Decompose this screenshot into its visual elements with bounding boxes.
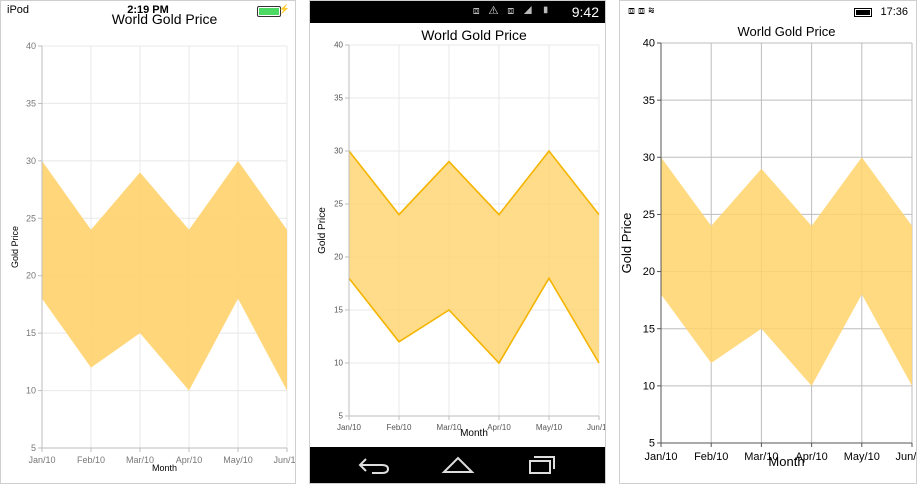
y-tick-label: 15 [26,328,36,338]
y-axis-title: Gold Price [10,226,20,268]
ios-status-bar: iPod 2:19 PM ⚡ [1,1,295,19]
recents-icon[interactable] [529,456,555,474]
y-tick-label: 30 [643,152,655,164]
carrier-label: iPod [7,4,30,16]
x-axis-title: Month [768,454,804,469]
x-tick-label: Jan/10 [28,455,55,465]
x-axis-title: Month [460,428,488,439]
y-tick-label: 5 [339,412,344,421]
chart-title: World Gold Price [112,11,218,27]
range-area [42,160,287,391]
y-tick-label: 15 [643,323,655,335]
range-area [661,157,912,386]
y-tick-label: 40 [334,41,343,50]
range-area [349,151,599,363]
y-tick-label: 30 [334,147,343,156]
home-icon[interactable] [441,456,475,473]
x-tick-label: Feb/10 [77,455,105,465]
status-time: 2:19 PM [127,4,169,16]
x-tick-label: May/10 [844,451,880,463]
charging-icon: ⚡ [278,4,290,14]
x-tick-label: Mar/10 [437,423,462,432]
x-tick-label: Feb/10 [694,451,728,463]
x-tick-label: Apr/10 [487,423,511,432]
y-tick-label: 20 [643,266,655,278]
y-tick-label: 10 [334,359,343,368]
windows-phone-frame: ⧈ ⧈ ≋ 17:36 5 10 15 20 25 30 35 40 Jan/10 Feb/10 M… [619,0,917,484]
y-tick-label: 10 [26,386,36,396]
x-tick-label: Jun/10 [273,455,296,465]
x-tick-label: Apr/10 [795,451,827,463]
x-tick-label: Feb/10 [387,423,412,432]
x-tick-label: May/10 [223,455,253,465]
y-tick-label: 30 [26,156,36,166]
x-tick-label: Jan/10 [644,451,677,463]
y-tick-label: 40 [643,38,655,50]
x-tick-label: May/10 [536,423,563,432]
y-tick-label: 25 [334,200,343,209]
y-tick-label: 20 [334,253,343,262]
x-axis-title: Month [152,463,177,473]
y-tick-label: 40 [26,41,36,51]
battery-icon [257,6,281,17]
windows-status-bar: ⧈ ⧈ ≋ 17:36 [620,1,916,23]
y-tick-label: 35 [643,95,655,107]
battery-icon [854,8,872,17]
y-tick-label: 25 [26,213,36,223]
android-nav-bar [310,447,605,483]
x-tick-label: Jan/10 [337,423,362,432]
x-tick-label: Jun/10 [587,423,606,432]
y-axis-title: Gold Price [317,207,328,254]
chart-title: World Gold Price [421,27,527,43]
y-tick-label: 5 [649,438,655,450]
status-time: 17:36 [880,6,908,18]
area-high-edge [348,149,600,216]
y-tick-label: 35 [26,98,36,108]
android-phone-frame: ⧈ ⚠ ⧈ ◢ ▮ 9:42 5 10 15 20 25 30 35 40 Jan/10 Feb/… [309,0,606,484]
x-tick-label: Mar/10 [744,451,778,463]
back-icon[interactable] [358,458,390,474]
y-tick-label: 20 [26,271,36,281]
x-tick-label: Mar/10 [126,455,154,465]
x-tick-label: Jun/10 [895,451,917,463]
y-tick-label: 10 [643,381,655,393]
y-axis-title: Gold Price [620,213,634,274]
y-tick-label: 25 [643,209,655,221]
x-tick-label: Apr/10 [176,455,203,465]
android-status-bar: ⧈ ⚠ ⧈ ◢ ▮ 9:42 [310,1,605,23]
y-tick-label: 15 [334,306,343,315]
y-tick-label: 5 [31,443,36,453]
status-icons: ⧈ ⧈ ≋ [628,5,655,17]
y-tick-label: 35 [334,94,343,103]
area-low-edge [348,276,600,365]
status-time: 9:42 [571,4,599,20]
status-icons: ⧈ ⚠ ⧈ ◢ ▮ [472,5,553,17]
ios-phone-frame: iPod 2:19 PM ⚡ 5 10 15 20 25 30 35 40 Jan/10 Feb/… [0,0,296,484]
chart-title: World Gold Price [737,24,835,39]
